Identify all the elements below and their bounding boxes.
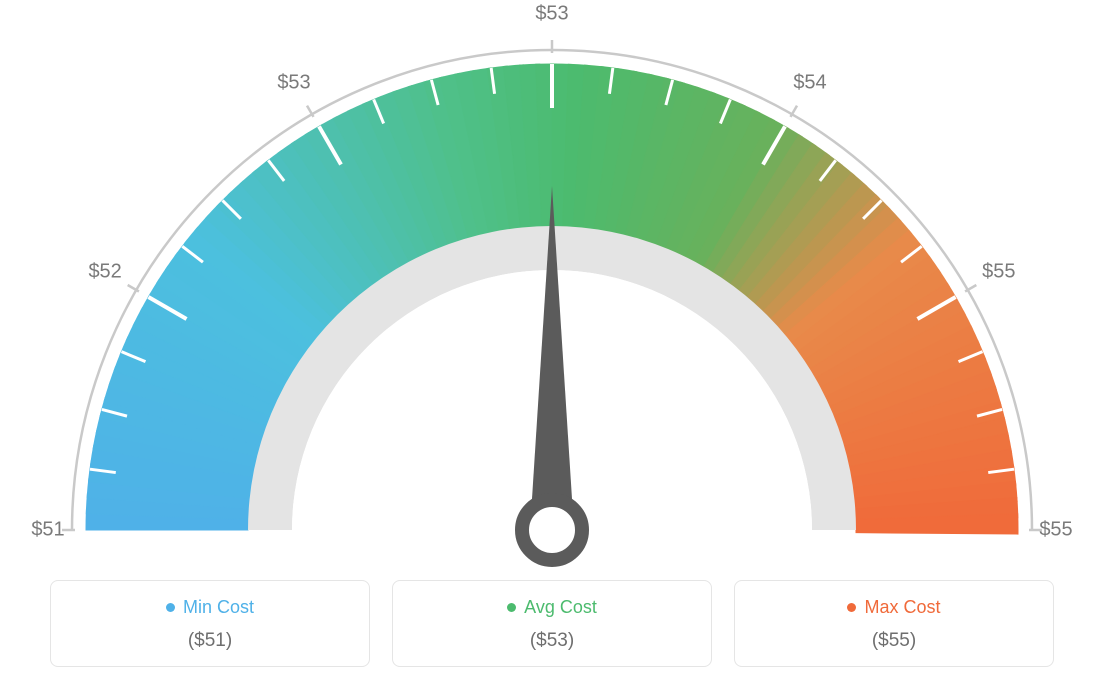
tick-label: $55	[982, 261, 1015, 284]
legend-dot-max	[847, 603, 856, 612]
tick-label: $51	[31, 519, 64, 542]
needle-hub	[522, 500, 582, 560]
legend-value-avg: ($53)	[405, 630, 699, 652]
legend-dot-avg	[507, 603, 516, 612]
legend-box-avg: Avg Cost ($53)	[392, 580, 712, 667]
legend-value-min: ($51)	[63, 630, 357, 652]
gauge-svg	[0, 0, 1104, 570]
legend-box-min: Min Cost ($51)	[50, 580, 370, 667]
tick-label: $55	[1039, 519, 1072, 542]
tick-label: $53	[277, 72, 310, 95]
tick-label: $52	[88, 261, 121, 284]
tick-label: $54	[793, 72, 826, 95]
gauge-chart: $51 $52 $53 $53 $54 $55 $55	[0, 0, 1104, 570]
legend-label-min: Min Cost	[183, 597, 254, 618]
tick-label: $53	[535, 3, 568, 26]
legend-box-max: Max Cost ($55)	[734, 580, 1054, 667]
legend-value-max: ($55)	[747, 630, 1041, 652]
legend-label-avg: Avg Cost	[524, 597, 597, 618]
legend-row: Min Cost ($51) Avg Cost ($53) Max Cost (…	[0, 580, 1104, 667]
legend-label-max: Max Cost	[864, 597, 940, 618]
legend-dot-min	[166, 603, 175, 612]
